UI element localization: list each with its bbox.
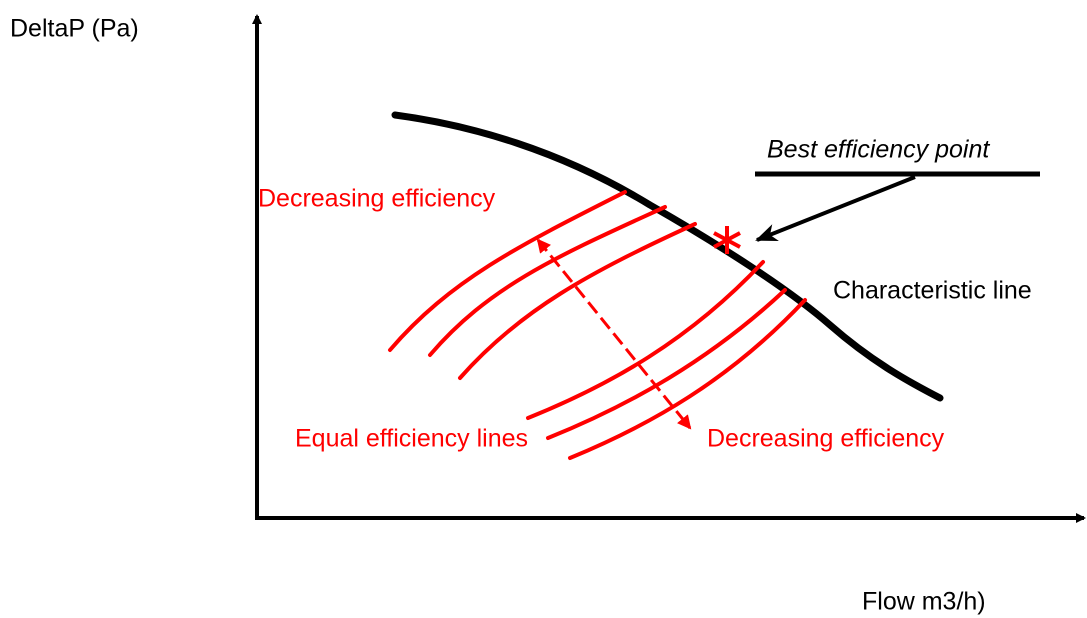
y-axis-label: DeltaP (Pa) [10,15,139,43]
equal-lines-label: Equal efficiency lines [295,425,528,453]
decreasing-label: Decreasing efficiency [258,185,496,213]
efficiency-line [546,288,787,440]
pointer-arrow [755,175,916,242]
efficiency-line [388,190,627,352]
best-point-label: Best efficiency point [767,136,990,164]
decreasing-arrow [536,238,692,430]
decreasing-label: Decreasing efficiency [707,425,945,453]
x-axis-label: Flow m3/h) [862,588,986,616]
best-point-star [713,226,741,254]
characteristic-label: Characteristic line [833,277,1032,305]
efficiency-line [428,205,667,357]
